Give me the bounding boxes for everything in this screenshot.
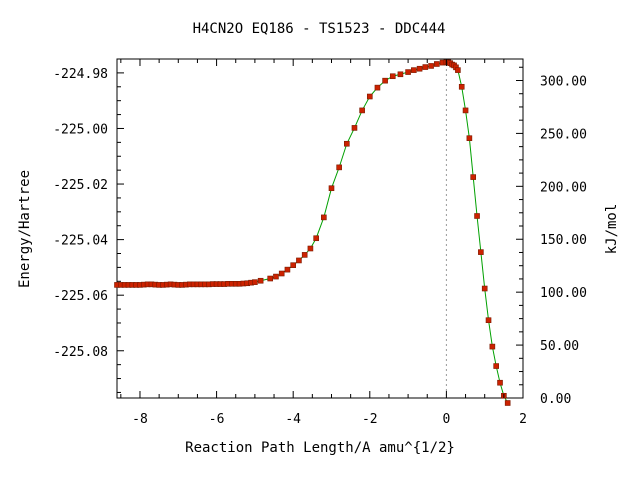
data-point-55 [382,77,388,84]
x-tick-label: -8 [132,412,148,427]
data-point-53 [366,93,373,100]
data-point-43 [296,257,302,264]
data-point-40 [278,270,285,277]
energy-profile-line [117,61,509,404]
plot-frame [116,58,524,399]
x-tick-label: 2 [519,412,527,427]
series-line [117,61,509,404]
data-point-49 [336,164,342,171]
data-point-51 [351,125,358,131]
y2-axis-ticks: 300.00 250.00 200.00 150.00 100.00 50.00 0.00 [516,66,587,407]
data-point-52 [359,107,365,114]
data-point-46 [313,235,319,242]
data-point-57 [397,71,404,78]
data-point-37 [257,277,264,284]
y-tick-label: -224.98 [53,67,108,82]
data-point-markers [114,59,511,406]
y2-tick-label: 50.00 [540,339,579,354]
data-point-84 [504,400,511,406]
data-point-48 [328,185,335,192]
data-point-36 [252,279,258,285]
data-point-79 [485,317,492,324]
data-point-42 [290,262,296,268]
data-point-81 [493,363,499,369]
data-point-59 [411,67,417,73]
chart-title: H4CN2O EQ186 - TS1523 - DDC444 [193,21,446,37]
data-point-50 [344,140,350,147]
x-tick-label: -6 [209,412,225,427]
data-point-80 [489,343,496,350]
y-tick-label: -225.04 [53,234,108,249]
data-point-76 [474,213,480,219]
data-point-39 [273,273,279,280]
data-point-61 [422,64,429,70]
data-point-56 [389,73,396,80]
y2-tick-label: 150.00 [540,233,587,248]
data-point-74 [466,135,473,141]
data-point-44 [301,252,308,258]
x-tick-label: 0 [442,412,450,427]
y2-tick-label: 300.00 [540,74,587,89]
y-tick-label: -225.08 [53,345,108,360]
data-point-41 [284,266,291,273]
y2-tick-label: 0.00 [540,392,571,407]
y2-tick-label: 250.00 [540,127,587,142]
data-point-60 [416,65,423,72]
data-point-72 [458,83,465,90]
y2-axis-title: kJ/mol [604,204,620,255]
y-axis-ticks: -224.98 -225.00 -225.02 -225.04 -225.06 -225.… [53,58,124,393]
y-axis-title: Energy/Hartree [17,170,33,288]
data-point-75 [470,174,477,180]
x-axis-title: Reaction Path Length/A amu^{1/2} [185,440,455,456]
x-tick-label: -4 [285,412,301,427]
x-axis-ticks: -8 -6 -4 -2 0 2 [120,59,527,427]
y-tick-label: -225.02 [53,178,108,193]
data-point-62 [428,63,434,69]
data-point-54 [374,84,381,91]
y2-tick-label: 100.00 [540,286,587,301]
data-point-58 [405,69,411,75]
data-point-77 [478,249,484,255]
data-point-38 [267,275,274,282]
data-point-71 [455,67,461,73]
y2-tick-label: 200.00 [540,180,587,195]
data-point-78 [481,285,488,292]
data-point-47 [321,214,327,221]
y-tick-label: -225.06 [53,289,108,304]
x-tick-label: -2 [362,412,378,427]
y-tick-label: -225.00 [53,122,108,137]
data-point-73 [462,107,469,114]
data-point-82 [497,379,503,386]
data-point-63 [434,61,440,67]
data-point-45 [307,245,314,252]
